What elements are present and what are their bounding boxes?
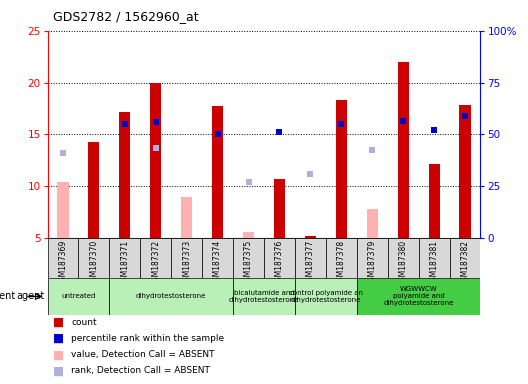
Text: dihydrotestosterone: dihydrotestosterone — [136, 293, 206, 300]
Text: value, Detection Call = ABSENT: value, Detection Call = ABSENT — [71, 350, 215, 359]
Bar — [233, 278, 295, 315]
Text: GSM187370: GSM187370 — [89, 240, 98, 286]
Bar — [212, 106, 223, 238]
Text: GSM187381: GSM187381 — [430, 240, 439, 286]
Text: GSM187372: GSM187372 — [151, 240, 161, 286]
Text: GSM187369: GSM187369 — [59, 240, 68, 286]
Text: untreated: untreated — [61, 293, 96, 300]
Bar — [79, 238, 109, 278]
Text: ■: ■ — [53, 364, 64, 377]
Bar — [233, 238, 264, 278]
Text: GSM187371: GSM187371 — [120, 240, 129, 286]
Text: control polyamide an
dihydrotestosterone: control polyamide an dihydrotestosterone — [289, 290, 363, 303]
Text: GSM187373: GSM187373 — [182, 240, 191, 286]
Text: ■: ■ — [53, 316, 64, 329]
Text: GSM187380: GSM187380 — [399, 240, 408, 286]
Bar — [243, 232, 254, 238]
Bar — [119, 112, 130, 238]
Text: GSM187374: GSM187374 — [213, 240, 222, 286]
Text: GDS2782 / 1562960_at: GDS2782 / 1562960_at — [53, 10, 199, 23]
Text: WGWWCW
polyamide and
dihydrotestosterone: WGWWCW polyamide and dihydrotestosterone — [383, 286, 454, 306]
Bar — [109, 278, 233, 315]
Bar — [202, 238, 233, 278]
Bar — [109, 238, 140, 278]
Text: ■: ■ — [53, 332, 64, 345]
Text: GSM187379: GSM187379 — [367, 240, 377, 286]
Bar — [326, 238, 357, 278]
Bar — [429, 164, 440, 238]
Bar — [150, 83, 161, 238]
Bar — [264, 238, 295, 278]
Bar — [88, 142, 99, 238]
Text: GSM187375: GSM187375 — [244, 240, 253, 286]
Text: GSM187377: GSM187377 — [306, 240, 315, 286]
Text: ■: ■ — [53, 348, 64, 361]
Bar — [336, 100, 347, 238]
Bar — [181, 197, 192, 238]
Text: agent: agent — [0, 291, 16, 301]
Bar — [398, 62, 409, 238]
Bar — [357, 278, 480, 315]
Bar — [171, 238, 202, 278]
Bar — [48, 278, 109, 315]
Text: GSM187378: GSM187378 — [337, 240, 346, 286]
Bar — [449, 238, 480, 278]
Text: count: count — [71, 318, 97, 327]
Bar — [367, 209, 378, 238]
Text: GSM187376: GSM187376 — [275, 240, 284, 286]
Bar — [419, 238, 449, 278]
Bar — [274, 179, 285, 238]
Bar — [459, 105, 470, 238]
Text: percentile rank within the sample: percentile rank within the sample — [71, 334, 224, 343]
Bar — [357, 238, 388, 278]
Bar — [58, 182, 69, 238]
Bar — [295, 238, 326, 278]
Text: GSM187382: GSM187382 — [460, 240, 469, 286]
Bar — [388, 238, 419, 278]
Text: bicalutamide and
dihydrotestosterone: bicalutamide and dihydrotestosterone — [229, 290, 299, 303]
Text: agent: agent — [16, 291, 45, 301]
Bar — [48, 238, 79, 278]
Bar — [295, 278, 357, 315]
Text: rank, Detection Call = ABSENT: rank, Detection Call = ABSENT — [71, 366, 210, 376]
Bar — [305, 236, 316, 238]
Bar — [140, 238, 171, 278]
